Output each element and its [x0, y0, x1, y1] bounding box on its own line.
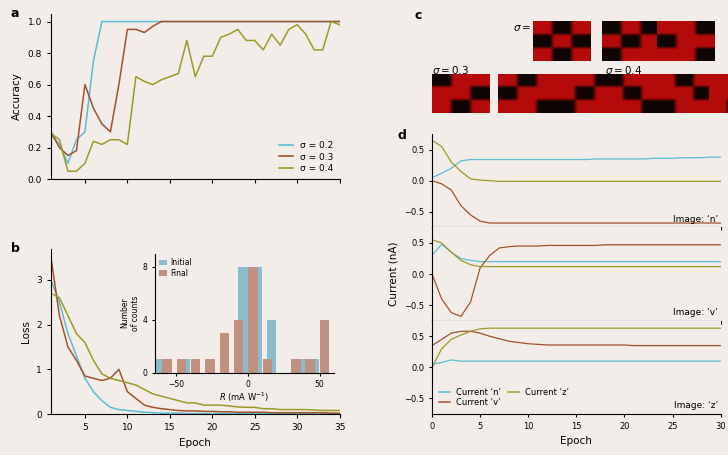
X-axis label: Epoch: Epoch [179, 438, 211, 448]
Text: $\sigma = 0.2$: $\sigma = 0.2$ [513, 21, 549, 33]
Text: d: d [397, 129, 406, 142]
Text: Image: ‘n’: Image: ‘n’ [673, 215, 718, 224]
Legend: σ = 0.2, σ = 0.3, σ = 0.4: σ = 0.2, σ = 0.3, σ = 0.4 [277, 140, 335, 175]
Y-axis label: Current (nA): Current (nA) [389, 242, 399, 306]
Y-axis label: Accuracy: Accuracy [12, 72, 22, 120]
Text: c: c [415, 10, 422, 22]
Y-axis label: Loss: Loss [20, 320, 31, 343]
Text: b: b [10, 242, 20, 255]
Text: Image: ‘v’: Image: ‘v’ [673, 308, 718, 317]
X-axis label: Epoch: Epoch [561, 436, 593, 446]
Text: $\sigma = 0.4$: $\sigma = 0.4$ [605, 64, 643, 76]
Text: a: a [10, 7, 19, 20]
Text: $\sigma = 0.3$: $\sigma = 0.3$ [432, 64, 469, 76]
Text: Image: ‘z’: Image: ‘z’ [673, 401, 718, 410]
Legend: Current ‘n’, Current ‘v’, Current ‘z’: Current ‘n’, Current ‘v’, Current ‘z’ [436, 385, 572, 410]
